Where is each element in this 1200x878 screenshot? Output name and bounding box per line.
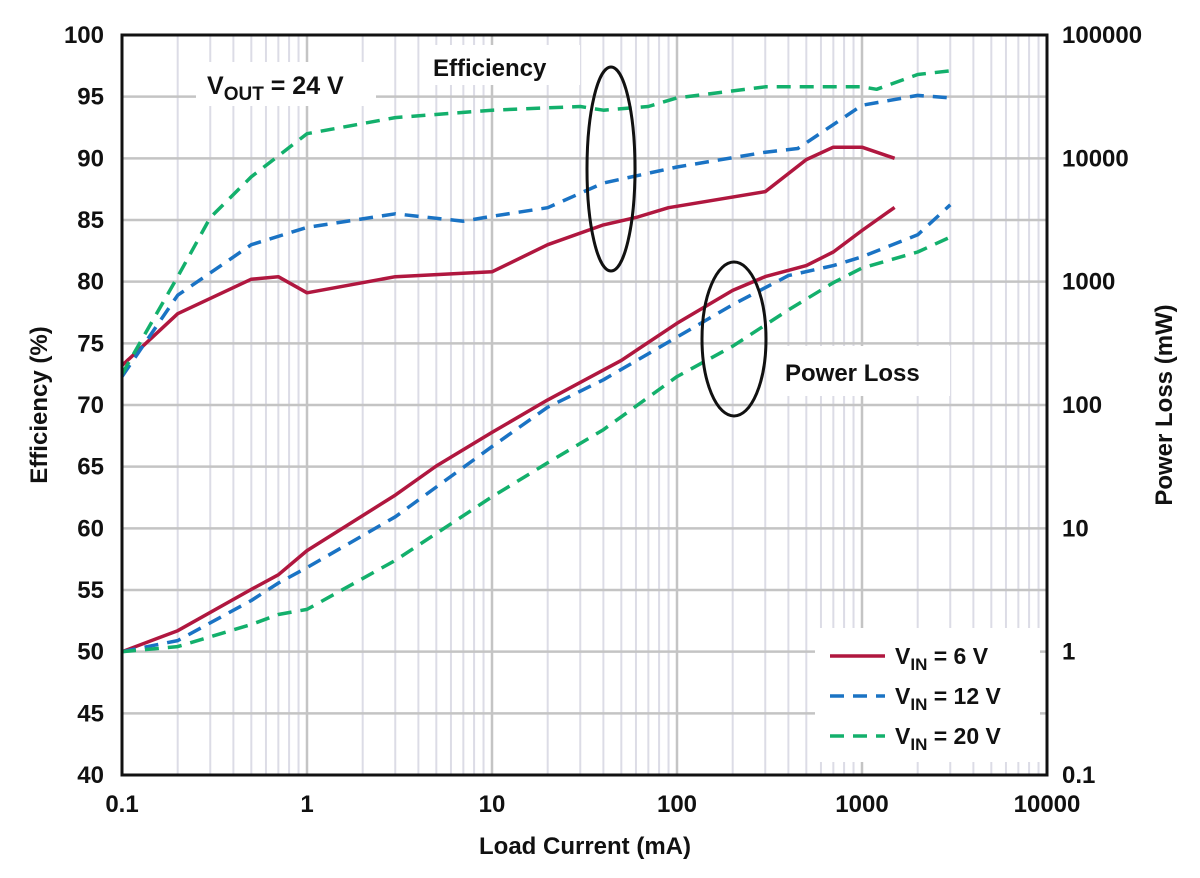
series-2-power-loss-line bbox=[121, 235, 952, 654]
y-tick-label: 75 bbox=[77, 330, 104, 357]
y-tick-label: 65 bbox=[77, 454, 104, 481]
power-loss-annotation: Power Loss bbox=[785, 360, 920, 387]
y2-tick-label: 100 bbox=[1062, 392, 1102, 419]
y-tick-label: 100 bbox=[64, 22, 104, 49]
series-lines bbox=[120, 69, 952, 654]
y-tick-label: 80 bbox=[77, 269, 104, 296]
series-1-power-loss-line bbox=[121, 203, 952, 654]
y-tick-label: 85 bbox=[77, 207, 104, 234]
vout-rest: = 24 V bbox=[264, 72, 344, 100]
y-tick-label: 60 bbox=[77, 515, 104, 542]
x-tick-label: 1 bbox=[300, 791, 313, 818]
y2-tick-label: 1000 bbox=[1062, 269, 1115, 296]
legend-label: VIN = 12 V bbox=[895, 683, 1002, 714]
y2-tick-label: 0.1 bbox=[1062, 762, 1095, 789]
legend-label: VIN = 20 V bbox=[895, 723, 1002, 754]
y-tick-label: 70 bbox=[77, 392, 104, 419]
series-2-efficiency-line bbox=[120, 69, 951, 376]
x-axis-title: Load Current (mA) bbox=[479, 833, 691, 860]
y2-tick-label: 100000 bbox=[1062, 22, 1142, 49]
annotation-backgrounds bbox=[196, 45, 1040, 762]
x-tick-label: 1000 bbox=[835, 791, 888, 818]
series-0-power-loss-line bbox=[121, 205, 896, 654]
vout-label-bg bbox=[196, 62, 376, 106]
x-tick-label: 100 bbox=[657, 791, 697, 818]
y-tick-label: 50 bbox=[77, 639, 104, 666]
y-tick-label: 45 bbox=[77, 700, 104, 727]
y2-axis-title: Power Loss (mW) bbox=[1151, 304, 1178, 505]
series-0-efficiency-line bbox=[120, 145, 896, 367]
y-tick-label: 95 bbox=[77, 84, 104, 111]
x-tick-label: 10000 bbox=[1014, 791, 1081, 818]
efficiency-ellipse bbox=[585, 65, 637, 273]
tick-labels: 0.1 1 10 100 1000 10000 40 45 50 55 60 65 70 75 80 85 90… bbox=[64, 22, 1142, 818]
efficiency-label-bg bbox=[425, 45, 580, 85]
y-tick-label: 40 bbox=[77, 762, 104, 789]
y-tick-label: 90 bbox=[77, 145, 104, 172]
y-tick-label: 55 bbox=[77, 577, 104, 604]
vout-v: V bbox=[207, 72, 224, 100]
x-tick-label: 0.1 bbox=[105, 791, 138, 818]
legend: VIN = 6 V VIN = 12 V VIN = 20 V bbox=[830, 643, 1002, 754]
legend-bg bbox=[815, 628, 1040, 762]
vout-label: VOUT = 24 V bbox=[207, 72, 344, 105]
y2-tick-label: 1 bbox=[1062, 639, 1075, 666]
legend-label: VIN = 6 V bbox=[895, 643, 989, 674]
y-axis-title: Efficiency (%) bbox=[26, 326, 53, 483]
power-loss-ellipse bbox=[700, 260, 768, 418]
efficiency-annotation: Efficiency bbox=[433, 55, 547, 82]
x-tick-label: 10 bbox=[479, 791, 506, 818]
annotations: VOUT = 24 V Efficiency Power Loss bbox=[207, 55, 920, 418]
plot-frame bbox=[120, 33, 1049, 777]
vout-sub: OUT bbox=[224, 84, 265, 105]
y2-tick-label: 10 bbox=[1062, 515, 1089, 542]
series-1-efficiency-line bbox=[120, 93, 951, 378]
y2-tick-label: 10000 bbox=[1062, 145, 1129, 172]
power-loss-label-bg bbox=[778, 346, 950, 396]
